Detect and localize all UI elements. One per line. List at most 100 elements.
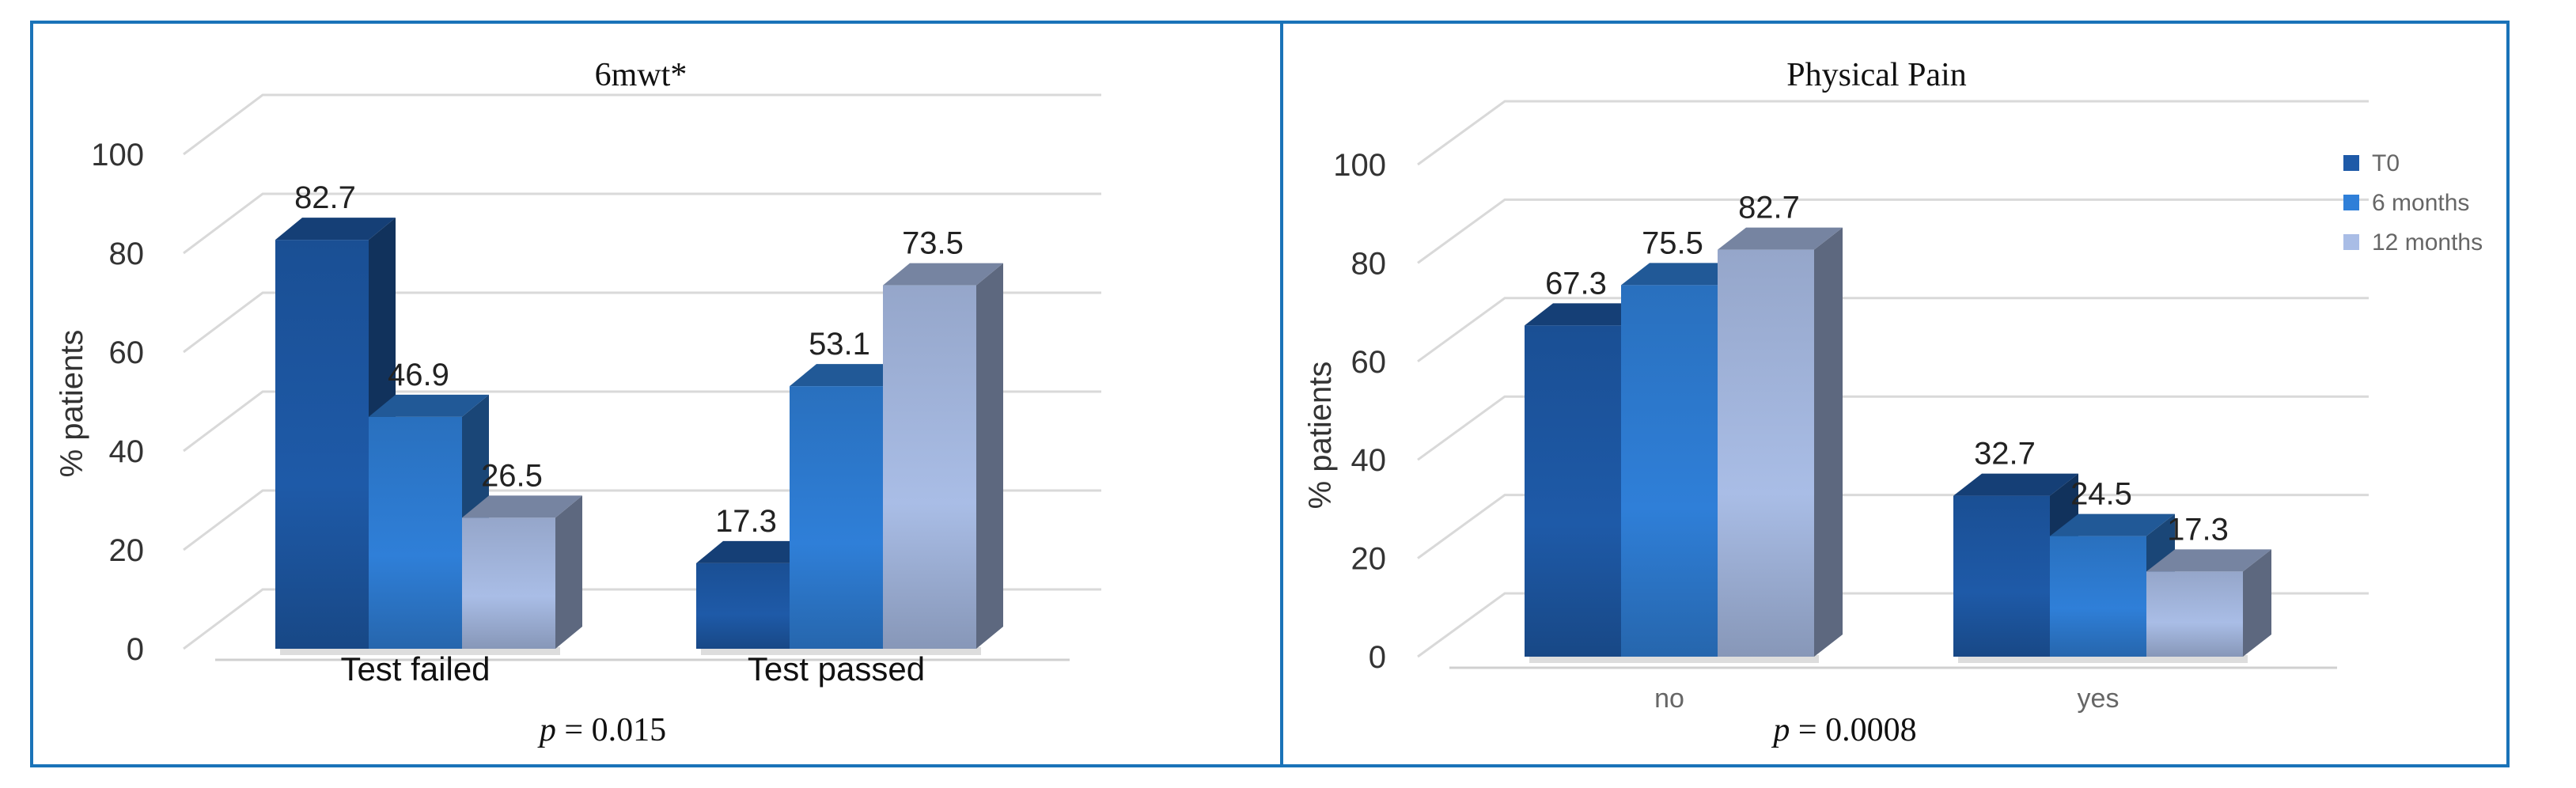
bar-top — [369, 394, 489, 417]
bar-side — [1814, 227, 1843, 657]
gridline — [1417, 494, 2369, 559]
legend-label: 12 months — [2372, 229, 2483, 256]
bar-top — [883, 263, 1003, 286]
bar-shadow — [373, 647, 467, 655]
y-tick-label: 100 — [1333, 148, 1386, 183]
chart-6mwt: 6mwt* 0 20 40 60 80 100 % patients 82.7 46.9 26.5 T… — [55, 57, 1101, 748]
gridline — [1417, 100, 2369, 166]
x-tick-label: yes — [2078, 684, 2120, 714]
bar — [1718, 249, 1814, 657]
bar-shadow — [888, 647, 981, 655]
bar-top — [696, 540, 816, 563]
data-label: 73.5 — [902, 226, 964, 261]
bar-top — [1718, 227, 1843, 250]
data-label: 82.7 — [294, 180, 356, 215]
bar-shadow — [1722, 655, 1819, 663]
p-value-text: = 0.0008 — [1790, 712, 1916, 748]
bar — [2146, 571, 2243, 657]
bar — [1621, 285, 1718, 657]
p-value: p = 0.015 — [537, 712, 666, 748]
bar — [1525, 325, 1621, 657]
p-value: p = 0.0008 — [1771, 712, 1916, 748]
data-label: 26.5 — [481, 458, 543, 493]
bar-side — [555, 495, 582, 649]
bar-group: 17.3 53.1 73.5 — [696, 226, 1003, 655]
y-axis-label: % patients — [1303, 362, 1338, 510]
legend-swatch — [2343, 195, 2359, 210]
bar — [275, 240, 369, 649]
legend-label: T0 — [2372, 150, 2400, 176]
bar-top — [462, 495, 582, 518]
y-tick-label: 60 — [109, 335, 145, 370]
y-tick-label: 0 — [127, 632, 144, 667]
bar-shadow — [1529, 655, 1626, 663]
bar — [462, 517, 555, 649]
y-tick-label: 100 — [91, 138, 144, 172]
legend-swatch — [2343, 155, 2359, 171]
bar-side — [976, 263, 1003, 649]
gridline — [1417, 198, 2369, 264]
y-tick-label: 20 — [1351, 542, 1387, 577]
p-value-symbol: p — [1771, 712, 1790, 748]
bar-shadow — [794, 647, 888, 655]
legend-swatch — [2343, 234, 2359, 250]
bar-group: 32.7 24.5 17.3 — [1953, 437, 2271, 663]
chart-title: 6mwt* — [595, 57, 688, 93]
data-label: 82.7 — [1738, 191, 1800, 225]
bar-side — [2243, 549, 2271, 657]
chart-panel-physical-pain: Physical Pain 0 20 40 60 80 100 % patients 67.3 7… — [1280, 21, 2510, 767]
gridline — [1417, 297, 2369, 363]
bar-top — [1953, 473, 2078, 496]
chart-physical-pain: Physical Pain 0 20 40 60 80 100 % patients 67.3 7… — [1303, 57, 2483, 748]
bar-shadow — [1626, 655, 1722, 663]
legend: T0 6 months 12 months — [2343, 150, 2483, 256]
bar-top — [2146, 549, 2271, 572]
gridline — [183, 93, 1101, 156]
data-label: 75.5 — [1642, 225, 1703, 260]
gridline — [183, 192, 1101, 255]
y-tick-label: 0 — [1369, 640, 1386, 675]
bar-shadow — [701, 647, 794, 655]
bar-group: 82.7 46.9 26.5 — [275, 180, 582, 655]
gridline — [183, 291, 1101, 354]
bar — [790, 386, 883, 649]
legend-label: 6 months — [2372, 190, 2469, 216]
bar — [883, 285, 976, 649]
y-tick-label: 80 — [1351, 246, 1387, 281]
bar-group: 67.3 75.5 82.7 — [1525, 191, 1843, 663]
bar-top — [1525, 303, 1650, 326]
bar-top — [275, 218, 396, 241]
bar-shadow — [1958, 655, 2055, 663]
data-label: 46.9 — [388, 358, 449, 392]
x-tick-label: Test failed — [340, 650, 490, 688]
p-value-symbol: p — [537, 712, 556, 748]
bar — [369, 416, 462, 649]
x-tick-label: no — [1654, 684, 1684, 714]
bar — [2050, 536, 2146, 657]
chart-panel-6mwt: 6mwt* 0 20 40 60 80 100 % patients 82.7 46.9 26.5 T… — [30, 21, 1283, 767]
x-tick-label: Test passed — [748, 650, 925, 688]
y-tick-label: 80 — [109, 237, 145, 271]
data-label: 32.7 — [1974, 437, 2036, 472]
bar-top — [2050, 513, 2175, 536]
gridline — [1417, 395, 2369, 461]
bar-top — [790, 364, 910, 387]
data-label: 53.1 — [809, 327, 870, 362]
y-tick-label: 20 — [109, 533, 145, 568]
chart-title: Physical Pain — [1786, 57, 1967, 93]
bar — [1953, 495, 2050, 657]
p-value-text: = 0.015 — [556, 712, 666, 748]
y-tick-label: 40 — [109, 434, 145, 469]
data-label: 17.3 — [2167, 512, 2229, 547]
y-axis-label: % patients — [55, 330, 89, 478]
y-tick-label: 60 — [1351, 345, 1387, 380]
data-label: 67.3 — [1545, 266, 1607, 301]
data-label: 17.3 — [715, 504, 777, 539]
bar-top — [1621, 263, 1746, 286]
bar-shadow — [2151, 655, 2248, 663]
data-label: 24.5 — [2070, 477, 2132, 512]
bar-shadow — [2055, 655, 2151, 663]
bar — [696, 563, 790, 649]
bar-shadow — [467, 647, 560, 655]
bar-shadow — [280, 647, 373, 655]
